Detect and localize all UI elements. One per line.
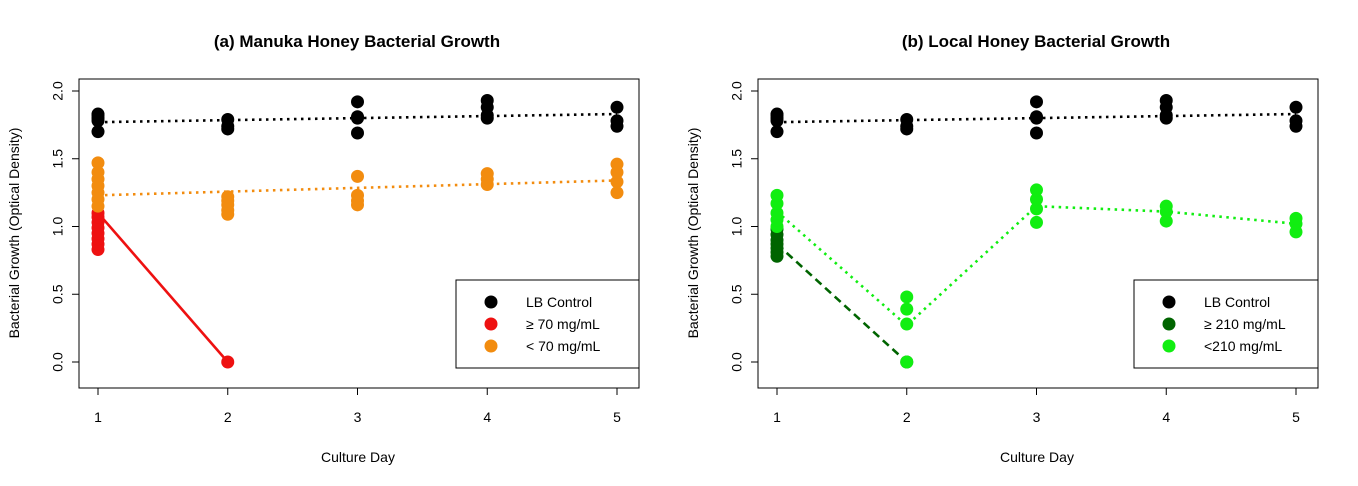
y-axis-label: Bacterial Growth (Optical Density) [6,128,22,339]
legend-marker [484,317,498,331]
legend-label: ≥ 70 mg/mL [526,316,600,332]
x-axis: 1 2 3 4 5 [773,387,1300,425]
data-point [351,95,364,109]
data-points [91,93,624,369]
data-point [610,100,624,114]
y-tick-label: 1.0 [50,217,66,237]
y-axis-label-group: Bacterial Growth (Optical Density) [6,128,22,339]
series-line [97,179,618,197]
data-point [221,112,235,126]
chart-title: (b) Local Honey Bacterial Growth [902,32,1170,51]
data-point [1030,95,1043,109]
data-point [900,317,914,331]
panel-local: (b) Local Honey Bacterial Growth Bacteri… [685,32,1319,465]
data-point [770,206,784,220]
data-points [770,93,1303,369]
data-point [91,107,105,121]
data-point [610,175,624,189]
data-point [351,110,364,124]
data-point [1289,211,1303,225]
x-axis-label: Culture Day [321,449,395,465]
panel-manuka: (a) Manuka Honey Bacterial Growth Bacter… [6,32,640,465]
legend: LB Control ≥ 70 mg/mL < 70 mg/mL [455,279,640,369]
legend-marker [1162,317,1176,331]
data-point [221,190,235,204]
legend-marker [1162,295,1176,309]
data-point [610,114,624,128]
x-tick-label: 5 [1292,409,1300,425]
data-point [900,302,914,316]
data-point [900,112,914,126]
data-point [610,186,624,200]
legend-label: < 70 mg/mL [526,338,601,354]
y-axis-label-group: Bacterial Growth (Optical Density) [685,128,701,339]
legend-label: <210 mg/mL [1204,338,1282,354]
y-axis: 0.0 0.5 1.0 1.5 2.0 [729,81,759,372]
y-tick-label: 1.5 [729,149,745,169]
x-tick-label: 4 [483,409,491,425]
y-tick-label: 1.0 [729,217,745,237]
data-point [1159,199,1173,213]
y-tick-label: 1.5 [50,149,66,169]
x-tick-label: 1 [94,409,102,425]
data-point [1159,214,1173,228]
x-tick-label: 4 [1162,409,1170,425]
x-tick-label: 1 [773,409,781,425]
data-point [900,290,914,304]
data-point [1159,93,1173,107]
data-point [1289,114,1303,128]
data-point [91,165,105,179]
y-axis-label: Bacterial Growth (Optical Density) [685,128,701,339]
data-point [610,157,624,171]
data-point [1030,192,1043,206]
x-tick-label: 2 [224,409,232,425]
y-tick-label: 0.5 [729,284,745,304]
legend: LB Control ≥ 210 mg/mL <210 mg/mL [1133,279,1319,369]
data-point [91,125,105,139]
data-point [1030,110,1043,124]
y-tick-label: 2.0 [729,81,745,101]
legend-marker [484,339,498,353]
legend-marker [484,295,498,309]
data-point [351,188,364,202]
legend-marker [1162,339,1176,353]
data-point [1030,126,1043,140]
data-point [91,156,105,170]
x-axis-label: Culture Day [1000,449,1074,465]
series-line [97,212,229,363]
y-axis: 0.0 0.5 1.0 1.5 2.0 [50,81,80,372]
x-tick-label: 2 [903,409,911,425]
data-point [1030,183,1043,197]
data-point [351,126,364,140]
x-tick-label: 3 [354,409,362,425]
legend-label: LB Control [1204,294,1270,310]
legend-label: ≥ 210 mg/mL [1204,316,1286,332]
y-tick-label: 0.0 [729,352,745,372]
data-point [900,355,914,369]
data-point [480,167,494,181]
x-tick-label: 3 [1033,409,1041,425]
x-axis: 1 2 3 4 5 [94,387,621,425]
y-tick-label: 2.0 [50,81,66,101]
data-point [480,93,494,107]
data-point [1030,215,1043,229]
data-point [1289,100,1303,114]
data-point [770,107,784,121]
data-point [221,355,235,369]
data-point [770,125,784,139]
data-point [770,188,784,202]
data-point [1030,202,1043,216]
chart-title: (a) Manuka Honey Bacterial Growth [214,32,500,51]
data-point [351,169,364,183]
x-tick-label: 5 [613,409,621,425]
y-tick-label: 0.0 [50,352,66,372]
y-tick-label: 0.5 [50,284,66,304]
series-line [776,243,908,363]
legend-label: LB Control [526,294,592,310]
